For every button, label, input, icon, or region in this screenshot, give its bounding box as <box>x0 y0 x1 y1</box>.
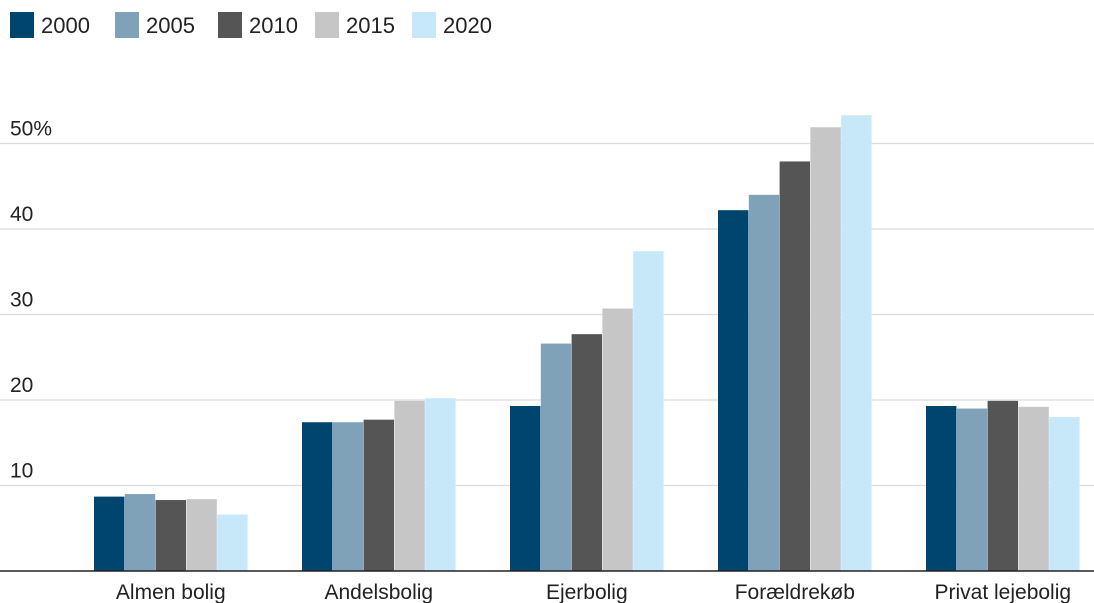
bar-privat-lejebolig-2005 <box>956 408 988 571</box>
bar-almen-bolig-2000 <box>94 496 125 571</box>
legend-label-2020: 2020 <box>443 13 492 38</box>
bar-forældrekøb-2000 <box>718 210 749 571</box>
y-tick-label-20: 20 <box>10 374 33 397</box>
legend-label-2005: 2005 <box>146 13 195 38</box>
legend-swatch-2020 <box>412 12 436 38</box>
y-axis-tick-labels: 10 20 30 40 50% <box>10 118 52 483</box>
bar-ejerbolig-2000 <box>510 405 541 571</box>
bar-andelsbolig-2020 <box>425 398 456 571</box>
bar-almen-bolig-2015 <box>186 499 217 571</box>
bar-ejerbolig-2010 <box>571 334 602 571</box>
bar-almen-bolig-2005 <box>124 494 156 571</box>
bar-ejerbolig-2005 <box>540 343 572 571</box>
bar-privat-lejebolig-2020 <box>1049 417 1080 571</box>
y-tick-label-50: 50% <box>10 118 52 141</box>
bar-andelsbolig-2015 <box>394 400 425 571</box>
bar-forældrekøb-2015 <box>810 127 841 571</box>
bar-andelsbolig-2005 <box>332 422 364 571</box>
y-tick-label-10: 10 <box>10 460 33 483</box>
x-category-label-3: Forældrekøb <box>735 581 855 603</box>
legend-label-2000: 2000 <box>41 13 90 38</box>
legend-label-2010: 2010 <box>249 13 298 38</box>
x-category-label-0: Almen bolig <box>116 581 226 603</box>
bar-privat-lejebolig-2015 <box>1018 406 1049 571</box>
legend-swatch-2010 <box>218 12 242 38</box>
bar-andelsbolig-2000 <box>302 422 333 571</box>
legend-swatch-2005 <box>115 12 139 38</box>
x-axis-category-labels: Almen bolig Andelsbolig Ejerbolig Forældrek… <box>116 581 1071 603</box>
legend-swatch-2000 <box>10 12 34 38</box>
bar-privat-lejebolig-2010 <box>987 400 1018 571</box>
y-tick-label-30: 30 <box>10 289 33 312</box>
bars <box>94 115 1080 572</box>
legend-label-2015: 2015 <box>346 13 395 38</box>
y-tick-label-40: 40 <box>10 203 33 226</box>
bar-ejerbolig-2020 <box>633 251 664 572</box>
bar-forældrekøb-2005 <box>748 194 780 572</box>
legend: 2000 2005 2010 2015 2020 <box>10 12 492 38</box>
bar-ejerbolig-2015 <box>602 308 633 571</box>
gridlines <box>0 142 1094 487</box>
bar-forældrekøb-2010 <box>779 161 810 571</box>
x-category-label-1: Andelsbolig <box>325 581 434 603</box>
x-category-label-2: Ejerbolig <box>546 581 628 603</box>
bar-almen-bolig-2010 <box>155 500 186 571</box>
bar-andelsbolig-2010 <box>363 419 394 571</box>
legend-swatch-2015 <box>315 12 339 38</box>
bar-almen-bolig-2020 <box>217 514 248 571</box>
bar-forældrekøb-2020 <box>841 115 872 571</box>
x-category-label-4: Privat lejebolig <box>935 581 1072 603</box>
bar-privat-lejebolig-2000 <box>926 405 957 571</box>
